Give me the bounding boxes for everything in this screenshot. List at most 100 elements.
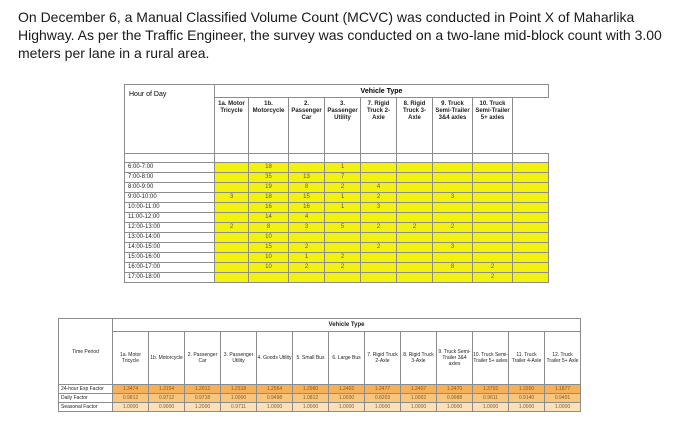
count-cell: 4 <box>360 182 397 193</box>
factor-cell: 0.8203 <box>364 393 401 403</box>
count-cell: 16 <box>248 202 289 213</box>
count-cell <box>214 272 249 283</box>
factor-cell: 1.0000 <box>508 402 545 412</box>
hour-cell: 8:00-9:00 <box>124 182 215 193</box>
count-row: 13:00-14:00 10 <box>124 232 549 243</box>
count-cell <box>396 252 433 263</box>
count-cell <box>396 262 433 273</box>
factor-cell: 1.0000 <box>400 402 437 412</box>
count-cell <box>248 272 289 283</box>
count-cell <box>472 172 513 183</box>
count-cell <box>396 232 433 243</box>
factor-row: Seasonal Factor 1.0000 0.9000 1.2000 0.9711 1… <box>58 402 581 412</box>
hour-cell: 15:00-16:00 <box>124 252 215 263</box>
factor-col-header: 9. Truck Semi-Trailer 3&4 axles <box>436 331 473 385</box>
count-cell <box>214 242 249 253</box>
count-cell <box>512 272 549 283</box>
factor-col-header: 7. Rigid Truck 2-Axle <box>364 331 401 385</box>
count-cell <box>432 172 473 183</box>
count-cell: 2 <box>214 222 249 233</box>
count-cell <box>512 212 549 223</box>
count-row: 6:00-7:00 18 1 <box>124 162 549 173</box>
factor-col-header: 5. Small Bus <box>292 331 329 385</box>
count-col-header: 10. Truck Semi-Trailer 5+ axles <box>472 97 513 154</box>
count-cell: 1 <box>288 252 325 263</box>
factor-cell: 0.9711 <box>220 402 257 412</box>
count-cell: 8 <box>288 182 325 193</box>
factor-col-header: 1a. Motor Tricycle <box>112 331 149 385</box>
count-col-header: 7. Rigid Truck 2-Axle <box>360 97 397 154</box>
hour-cell: 12:00-13:00 <box>124 222 215 233</box>
count-cell <box>472 192 513 203</box>
factor-cell: 0.9712 <box>148 393 185 403</box>
count-cell <box>288 272 325 283</box>
count-cell <box>512 222 549 233</box>
factor-cell: 1.0000 <box>256 402 293 412</box>
count-row: 9:00-10:00 3 18 15 1 2 3 <box>124 192 549 203</box>
count-cell: 3 <box>432 192 473 203</box>
count-cell: 18 <box>248 192 289 203</box>
count-cell: 14 <box>248 212 289 223</box>
factor-cell: 1.3702 <box>472 384 509 394</box>
factor-cell: 0.9000 <box>148 402 185 412</box>
count-cell: 2 <box>472 262 513 273</box>
factor-label: 24-hour Exp Factor <box>58 384 113 394</box>
factor-cell: 1.0000 <box>112 402 149 412</box>
count-cell <box>512 172 549 183</box>
count-col-header: 9. Truck Semi-Trailer 3&4 axles <box>432 97 473 154</box>
count-cell: 2 <box>360 192 397 203</box>
factor-cell: 1.2407 <box>400 384 437 394</box>
count-row: 14:00-15:00 15 2 2 3 <box>124 242 549 253</box>
factor-cell: 1.0002 <box>400 393 437 403</box>
count-cell: 3 <box>360 202 397 213</box>
count-col-header: 1a. Motor Tricycle <box>214 97 249 154</box>
count-cell <box>472 222 513 233</box>
factor-row: Daily Factor 0.9812 0.9712 0.9718 1.0000 0.94… <box>58 393 581 403</box>
count-cell <box>512 162 549 173</box>
factor-cell: 0.9401 <box>544 393 581 403</box>
count-cell <box>214 182 249 193</box>
count-cell <box>472 232 513 243</box>
count-cell <box>396 172 433 183</box>
factor-cell: 1.3350 <box>508 384 545 394</box>
factor-label: Daily Factor <box>58 393 113 403</box>
count-cell <box>360 162 397 173</box>
factor-cell: 1.2012 <box>184 384 221 394</box>
count-cell <box>324 212 361 223</box>
factor-cell: 1.2477 <box>364 384 401 394</box>
count-cell <box>432 232 473 243</box>
count-cell <box>288 162 325 173</box>
hour-cell: 9:00-10:00 <box>124 192 215 203</box>
count-cell: 1 <box>324 202 361 213</box>
count-cell <box>512 242 549 253</box>
count-cell: 1 <box>324 162 361 173</box>
factor-col-header: 6. Large Bus <box>328 331 365 385</box>
factor-cell: 1.0000 <box>544 402 581 412</box>
count-cell <box>214 252 249 263</box>
count-cell: 19 <box>248 182 289 193</box>
count-cell <box>360 212 397 223</box>
count-cell: 15 <box>248 242 289 253</box>
count-row: 11:00-12:00 14 4 <box>124 212 549 223</box>
count-cell <box>396 162 433 173</box>
count-cell: 35 <box>248 172 289 183</box>
count-row: 12:00-13:00 2 8 3 5 2 2 2 <box>124 222 549 233</box>
count-cell <box>512 192 549 203</box>
factor-cell: 1.2000 <box>184 402 221 412</box>
count-cell <box>432 202 473 213</box>
count-cell <box>396 192 433 203</box>
count-col-header: 1b. Motorcycle <box>248 97 289 154</box>
factor-cell: 1.2564 <box>256 384 293 394</box>
factor-col-header: 8. Rigid Truck 3-Axle <box>400 331 437 385</box>
count-cell <box>214 202 249 213</box>
factor-cell: 1.3154 <box>148 384 185 394</box>
hour-cell: 10:00-11:00 <box>124 202 215 213</box>
factor-col-header: 2. Passenger Car <box>184 331 221 385</box>
count-cell: 4 <box>288 212 325 223</box>
count-col-header: 2. Passenger Car <box>288 97 325 154</box>
count-cell <box>396 242 433 253</box>
count-cell <box>324 242 361 253</box>
count-cell: 3 <box>432 242 473 253</box>
count-cell: 2 <box>324 182 361 193</box>
count-cell: 8 <box>248 222 289 233</box>
